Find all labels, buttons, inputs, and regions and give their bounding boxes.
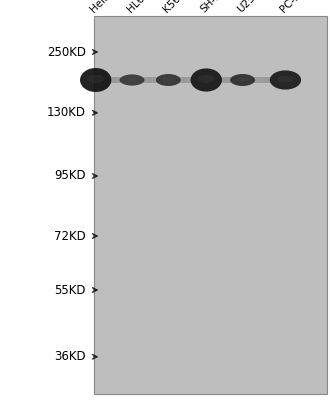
Ellipse shape xyxy=(156,74,181,86)
Bar xyxy=(179,77,192,83)
Ellipse shape xyxy=(270,70,301,90)
Text: 36KD: 36KD xyxy=(54,350,86,363)
Text: HL60: HL60 xyxy=(125,0,151,15)
Ellipse shape xyxy=(119,74,145,86)
Ellipse shape xyxy=(87,74,104,83)
Ellipse shape xyxy=(161,77,175,82)
Ellipse shape xyxy=(125,78,139,81)
Text: 95KD: 95KD xyxy=(54,170,86,182)
Text: PC-3: PC-3 xyxy=(279,0,302,15)
Text: 55KD: 55KD xyxy=(54,284,86,296)
Text: U251: U251 xyxy=(236,0,262,15)
Ellipse shape xyxy=(80,68,111,92)
Text: K562: K562 xyxy=(161,0,187,15)
Bar xyxy=(143,77,158,83)
Ellipse shape xyxy=(198,75,215,83)
Bar xyxy=(94,16,327,394)
Text: Hela: Hela xyxy=(89,0,112,15)
Ellipse shape xyxy=(236,77,249,82)
Text: 250KD: 250KD xyxy=(47,46,86,58)
Text: SH-SY5Y: SH-SY5Y xyxy=(199,0,237,15)
Ellipse shape xyxy=(277,76,294,82)
Bar xyxy=(253,77,271,83)
Text: 130KD: 130KD xyxy=(47,106,86,119)
Ellipse shape xyxy=(230,74,255,86)
Bar xyxy=(110,77,121,83)
Ellipse shape xyxy=(191,68,222,92)
Bar xyxy=(220,77,232,83)
Text: 72KD: 72KD xyxy=(54,230,86,242)
